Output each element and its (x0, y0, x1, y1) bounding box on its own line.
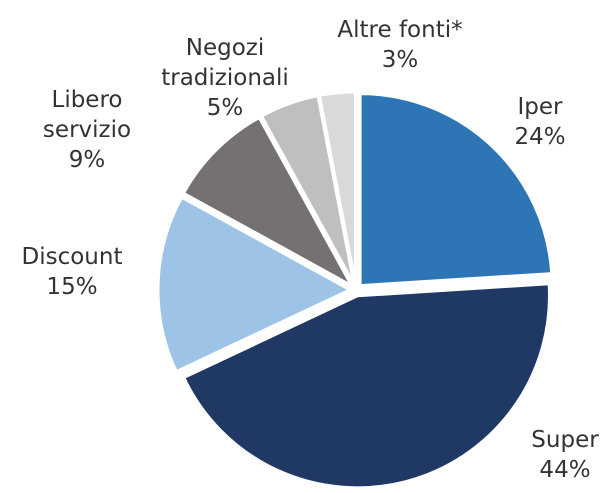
pie-slice (181, 115, 356, 290)
value-label: 44% (539, 457, 591, 483)
category-name: Discount (21, 244, 123, 270)
category-name: Negozi tradizionali (161, 35, 289, 91)
category-name: Iper (517, 94, 563, 120)
category-name: Super (531, 427, 599, 453)
slice-label: Altre fonti* 3% (337, 15, 462, 75)
value-label: 3% (381, 47, 419, 73)
category-name: Altre fonti* (337, 17, 463, 43)
pie-slice (181, 282, 551, 490)
value-label: 15% (46, 274, 98, 300)
pie-slice (156, 195, 354, 374)
value-label: 5% (206, 95, 244, 121)
slice-label: Negozi tradizionali 5% (161, 33, 289, 123)
value-label: 9% (68, 147, 106, 173)
slice-label: Discount 15% (22, 242, 123, 302)
pie-slice (317, 90, 357, 285)
slice-label: Libero servizio 9% (43, 85, 131, 175)
pie-slice (259, 94, 356, 286)
value-label: 24% (514, 124, 566, 150)
slice-label: Super 44% (531, 425, 598, 485)
pie-slice (358, 92, 554, 288)
slice-label: Iper 24% (514, 92, 565, 152)
category-name: Libero servizio (42, 87, 132, 143)
